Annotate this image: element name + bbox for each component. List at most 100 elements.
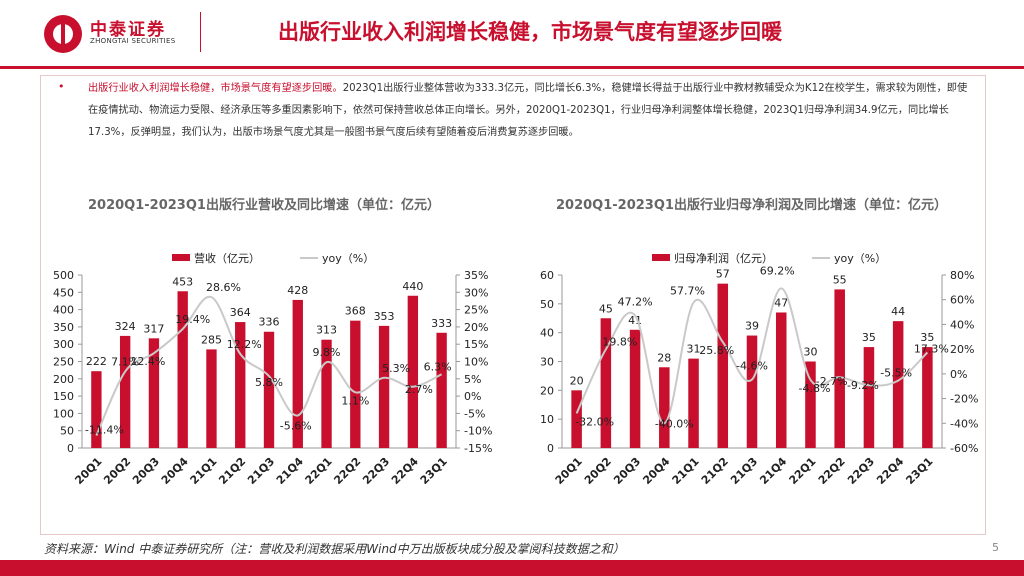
yoy-value-label: 7.1% — [111, 356, 139, 369]
left-tick-label: 40 — [540, 327, 554, 340]
bar — [321, 339, 332, 448]
x-tick-label: 20Q3 — [611, 455, 643, 487]
right-tick-label: -20% — [950, 393, 978, 406]
left-tick-label: 250 — [53, 356, 74, 369]
bar — [892, 321, 904, 448]
summary-paragraph: 出版行业收入利润增长稳健，市场景气度有望逐步回暖。2023Q1出版行业整体营收为… — [88, 78, 968, 144]
source-note: 资料来源：Wind 中泰证券研究所（注：营收及利润数据采用Wind中万出版板块成… — [44, 542, 625, 556]
yoy-value-label: -40.0% — [655, 417, 694, 430]
bar — [688, 358, 699, 448]
right-tick-label: 15% — [464, 338, 488, 351]
bar-value-label: 39 — [745, 320, 759, 333]
bar-value-label: 57 — [716, 268, 730, 281]
right-tick-label: -5% — [464, 407, 485, 420]
legend-label-line: yoy（%） — [322, 252, 374, 265]
bar — [834, 289, 845, 448]
right-tick-label: 60% — [950, 294, 974, 307]
left-tick-label: 50 — [540, 298, 554, 311]
bar — [659, 367, 670, 448]
bar — [292, 299, 303, 448]
left-tick-label: 50 — [60, 425, 74, 438]
summary-highlight: 出版行业收入利润增长稳健，市场景气度有望逐步回暖。 — [88, 83, 343, 94]
x-tick-label: 22Q2 — [816, 455, 848, 487]
x-tick-label: 22Q1 — [787, 455, 819, 487]
bar-value-label: 47 — [774, 296, 788, 309]
yoy-value-label: 9.8% — [313, 346, 341, 359]
yoy-value-label: 47.2% — [618, 296, 653, 309]
right-tick-label: 25% — [464, 304, 488, 317]
x-tick-label: 20Q2 — [582, 455, 614, 487]
bar — [571, 390, 582, 448]
x-tick-label: 23Q1 — [903, 455, 935, 487]
bar-value-label: 368 — [345, 305, 366, 318]
left-tick-label: 20 — [540, 384, 554, 397]
logo-icon — [44, 15, 82, 53]
left-tick-label: 400 — [53, 304, 74, 317]
right-tick-label: 20% — [464, 321, 488, 334]
header-divider — [200, 12, 201, 52]
page-title: 出版行业收入利润增长稳健，市场景气度有望逐步回暖 — [278, 20, 782, 44]
right-tick-label: 10% — [464, 356, 488, 369]
content-frame — [40, 75, 986, 535]
right-tick-label: 40% — [950, 318, 974, 331]
yoy-value-label: 69.2% — [760, 264, 795, 277]
bar-value-label: 285 — [201, 333, 222, 346]
page-number: 5 — [992, 541, 999, 554]
left-tick-label: 30 — [540, 356, 554, 369]
x-tick-label: 21Q3 — [728, 455, 760, 487]
bar-value-label: 28 — [657, 351, 671, 364]
yoy-line — [95, 295, 443, 436]
bar-value-label: 44 — [891, 305, 905, 318]
x-tick-label: 22Q3 — [845, 455, 877, 487]
bar-value-label: 20 — [570, 374, 584, 387]
yoy-value-label: 19.4% — [175, 313, 210, 326]
legend-label-bar: 营收（亿元） — [194, 251, 260, 265]
right-tick-label: -40% — [950, 417, 978, 430]
bar-value-label: 222 — [86, 355, 107, 368]
yoy-line — [575, 287, 929, 425]
bar — [148, 338, 160, 448]
left-tick-label: 500 — [53, 269, 74, 282]
bar — [177, 291, 188, 448]
bar-value-label: 336 — [259, 316, 280, 329]
bar-value-label: 428 — [287, 284, 308, 297]
right-tick-label: 80% — [950, 269, 974, 282]
right-tick-label: 20% — [950, 343, 974, 356]
left-tick-label: 200 — [53, 373, 74, 386]
yoy-value-label: 57.7% — [670, 285, 705, 298]
bar — [922, 347, 933, 448]
bar-value-label: 453 — [172, 275, 193, 288]
bar-value-label: 45 — [599, 302, 613, 315]
header-rule — [0, 66, 1024, 69]
bar-value-label: 333 — [431, 317, 452, 330]
bar — [436, 332, 447, 448]
bar-value-label: 353 — [374, 310, 395, 323]
left-tick-label: 0 — [547, 442, 554, 455]
bar-value-label: 35 — [920, 331, 934, 344]
bar — [805, 361, 816, 448]
bar — [350, 320, 361, 448]
bar-value-label: 31 — [687, 343, 701, 356]
x-tick-label: 22Q4 — [874, 455, 906, 487]
header-bar: 中泰证券 ZHONGTAI SECURITIES 出版行业收入利润增长稳健，市场… — [0, 0, 1024, 68]
bar — [119, 335, 131, 448]
bar — [206, 349, 217, 448]
yoy-value-label: -2.7% — [816, 375, 848, 388]
yoy-value-label: 1.1% — [341, 394, 369, 407]
yoy-value-label: -4.8% — [799, 382, 831, 395]
bar — [91, 371, 102, 448]
yoy-value-label: 28.6% — [206, 281, 241, 294]
bar — [746, 335, 758, 448]
legend-swatch-bar — [652, 254, 670, 261]
left-tick-label: 450 — [53, 286, 74, 299]
yoy-value-label: -32.0% — [575, 415, 614, 428]
yoy-value-label: 6.3% — [424, 360, 452, 373]
bullet-icon: • — [58, 80, 65, 93]
x-tick-label: 21Q4 — [757, 455, 789, 487]
left-tick-label: 0 — [67, 442, 74, 455]
bar-value-label: 30 — [803, 346, 817, 359]
bar — [863, 347, 875, 448]
left-tick-label: 300 — [53, 338, 74, 351]
